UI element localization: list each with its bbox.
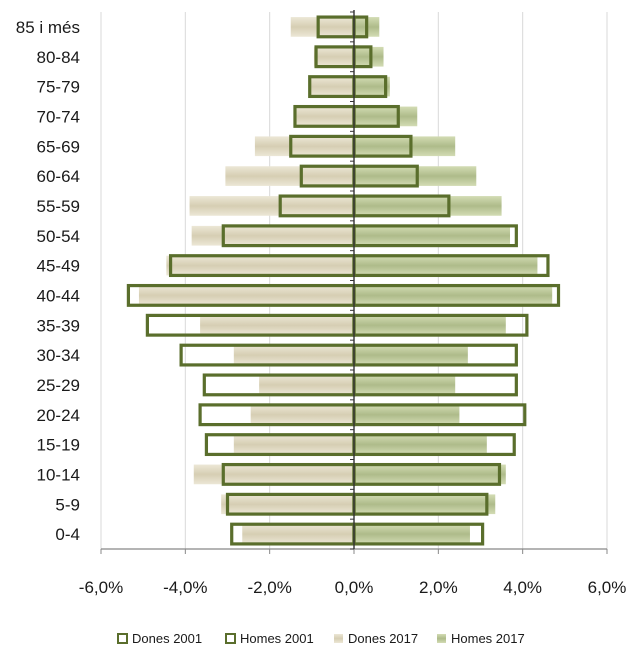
bar-homes-2017-11 (354, 196, 502, 216)
y-tick-label-11: 55-59 (37, 197, 80, 216)
legend-label-3: Homes 2017 (451, 631, 525, 646)
bar-homes-2017-2 (354, 464, 506, 485)
bar-dones-2017-10 (191, 225, 354, 246)
legend-label-1: Homes 2001 (240, 631, 314, 646)
bars-2017 (138, 17, 553, 544)
bar-homes-2017-4 (354, 404, 460, 425)
bar-homes-2017-5 (354, 375, 456, 395)
bar-dones-2017-8 (138, 285, 354, 306)
bar-dones-2017-7 (200, 315, 354, 336)
bar-homes-2017-13 (354, 136, 456, 157)
x-tick-label-6: 6,0% (588, 578, 627, 597)
bar-dones-2017-11 (189, 196, 354, 216)
bar-homes-2017-0 (354, 524, 470, 544)
bar-dones-2017-1 (221, 494, 354, 515)
bar-dones-2017-13 (254, 136, 354, 157)
bar-homes-2017-1 (354, 494, 496, 515)
y-tick-label-7: 35-39 (37, 316, 80, 335)
x-tick-labels: -6,0% -4,0% -2,0% 0,0% 2,0% 4,0% 6,0% (79, 578, 627, 597)
legend-swatch-2 (334, 634, 343, 643)
y-tick-label-4: 20-24 (37, 406, 80, 425)
y-tick-label-0: 0-4 (55, 525, 80, 544)
bar-dones-2017-2 (193, 464, 354, 485)
y-tick-label-5: 25-29 (37, 376, 80, 395)
bar-dones-2017-17 (290, 17, 354, 37)
bars-2001 (126, 15, 561, 546)
legend-label-0: Dones 2001 (132, 631, 202, 646)
y-tick-label-6: 30-34 (37, 346, 80, 365)
gridlines (100, 12, 608, 549)
bar-homes-2017-3 (354, 434, 487, 455)
legend-swatch-3 (437, 634, 446, 643)
y-tick-labels: 0-4 5-9 10-14 15-19 20-24 25-29 30-34 35-39 40-4… (16, 18, 80, 544)
x-tick-label-2: -2,0% (247, 578, 291, 597)
y-tick-label-16: 80-84 (37, 48, 80, 67)
legend-swatch-0 (117, 633, 128, 644)
bar-homes-2017-10 (354, 225, 511, 246)
x-tick-label-3: 0,0% (335, 578, 374, 597)
bar-homes-2017-7 (354, 315, 506, 336)
x-tick-label-1: -4,0% (163, 578, 207, 597)
y-tick-label-17: 85 i més (16, 18, 80, 37)
bar-homes-2017-16 (354, 46, 384, 67)
legend: Dones 2001 Homes 2001 Dones 2017 Homes 2017 (117, 631, 525, 646)
bar-homes-2017-14 (354, 106, 418, 127)
bar-dones-2017-16 (313, 46, 354, 67)
y-tick-label-12: 60-64 (37, 167, 80, 186)
bar-dones-2017-4 (250, 404, 354, 425)
bar-homes-2017-9 (354, 255, 538, 276)
bar-dones-2017-12 (225, 166, 354, 186)
legend-label-2: Dones 2017 (348, 631, 418, 646)
bar-dones-2017-3 (233, 434, 354, 455)
bar-dones-2017-6 (233, 345, 354, 365)
x-tick-label-5: 4,0% (503, 578, 542, 597)
bar-dones-2017-14 (294, 106, 354, 127)
y-tick-label-9: 45-49 (37, 257, 80, 276)
bar-dones-2017-9 (166, 255, 354, 276)
y-tick-label-13: 65-69 (37, 137, 80, 156)
y-tick-label-2: 10-14 (37, 465, 80, 484)
bar-dones-2017-5 (259, 375, 354, 395)
bar-homes-2017-6 (354, 345, 468, 365)
bar-dones-2017-0 (242, 524, 354, 544)
y-tick-label-15: 75-79 (37, 78, 80, 97)
y-tick-label-1: 5-9 (55, 495, 80, 514)
y-tick-label-8: 40-44 (37, 286, 80, 305)
x-tick-label-0: -6,0% (79, 578, 123, 597)
bar-homes-2017-12 (354, 166, 477, 186)
bar-homes-2017-15 (354, 76, 390, 97)
y-tick-label-3: 15-19 (37, 436, 80, 455)
y-tick-label-10: 50-54 (37, 227, 80, 246)
bar-homes-2017-8 (354, 285, 553, 306)
y-tick-label-14: 70-74 (37, 107, 80, 126)
legend-swatch-1 (225, 633, 236, 644)
bar-dones-2017-15 (309, 76, 354, 97)
x-tick-label-4: 2,0% (419, 578, 458, 597)
axes (100, 10, 608, 554)
